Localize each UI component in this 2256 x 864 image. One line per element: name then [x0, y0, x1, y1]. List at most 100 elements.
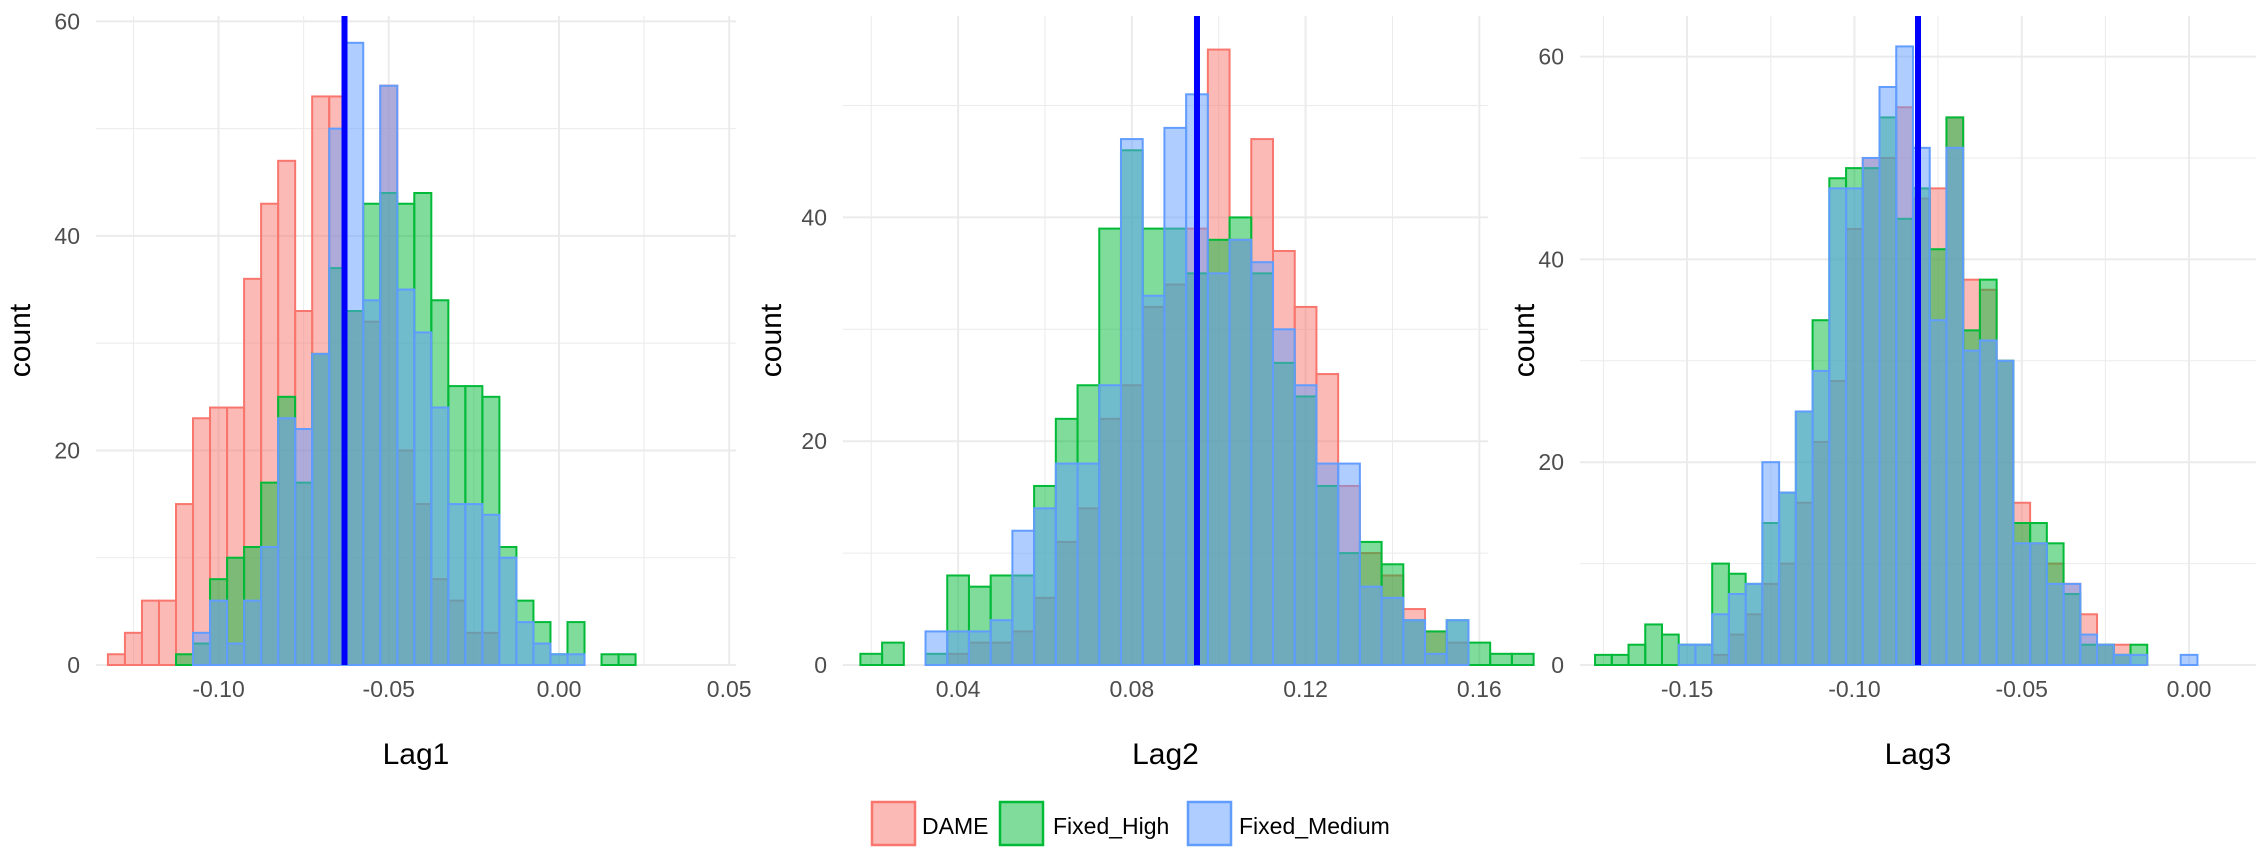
bar-Fixed_Medium-26	[549, 653, 569, 666]
bar-Fixed_Medium-14	[345, 41, 365, 667]
bar-Fixed_Medium-7	[1011, 529, 1036, 666]
bar-Fixed_Medium-24	[515, 621, 535, 666]
bar-Fixed_Medium-22	[1962, 349, 1981, 666]
bar-Fixed_Medium-5	[1677, 643, 1697, 666]
bar-Fixed_Medium-23	[1978, 339, 1998, 666]
bar-Fixed_Medium-26	[1424, 652, 1448, 667]
legend-item-Fixed_Medium: Fixed_Medium	[1186, 800, 1390, 847]
bar-Fixed_Medium-14	[1163, 126, 1188, 667]
legend-swatch	[1186, 800, 1233, 847]
bar-Fixed_Medium-8	[1033, 507, 1057, 666]
legend: DAME Fixed_High Fixed_Medium	[870, 800, 1390, 847]
bar-Fixed_Medium-25	[2012, 542, 2032, 666]
bar-Fixed_Medium-17	[1878, 85, 1898, 666]
bar-Fixed_Medium-10	[1076, 462, 1101, 666]
bar-DAME-1	[123, 631, 143, 666]
series-Fixed_Medium	[1677, 45, 2199, 666]
bar-Fixed_Medium-20	[447, 503, 467, 666]
legend-item-DAME: DAME	[870, 800, 988, 847]
bar-Fixed_Medium-16	[1206, 272, 1231, 666]
legend-label: Fixed_Medium	[1239, 813, 1390, 839]
bar-Fixed_Medium-7	[226, 642, 246, 667]
x-tick-label: 0.12	[1283, 676, 1328, 702]
bar-Fixed_Medium-23	[1358, 585, 1383, 667]
legend-swatch	[870, 800, 917, 847]
y-tick-label: 0	[67, 652, 80, 678]
x-tick-label: 0.04	[936, 676, 981, 702]
bar-Fixed_Medium-20	[1293, 384, 1318, 666]
bar-Fixed_Medium-8	[243, 599, 263, 666]
bar-Fixed_Medium-25	[1402, 619, 1427, 667]
x-tick-label: -0.05	[1996, 676, 2048, 702]
bar-Fixed_Medium-29	[2079, 633, 2099, 666]
bar-Fixed_Medium-27	[1445, 619, 1470, 667]
series-Fixed_Medium	[192, 41, 586, 667]
legend-swatch	[998, 800, 1045, 847]
bar-Fixed_Medium-13	[1811, 369, 1831, 666]
histogram-panel-1: -0.10 -0.05 0.00 0.05 0 20 40 60 Lag1 count	[4, 8, 752, 771]
bar-DAME-0	[106, 653, 126, 666]
bar-Fixed_Medium-12	[1794, 410, 1814, 666]
bar-Fixed_Medium-18	[1895, 45, 1914, 666]
bar-Fixed_Medium-18	[413, 331, 433, 666]
bar-Fixed_Medium-16	[379, 84, 399, 666]
bar-Fixed_Medium-17	[396, 288, 416, 666]
bar-Fixed_Medium-17	[1228, 238, 1253, 667]
bar-Fixed_High-4	[175, 653, 195, 666]
bar-DAME-2	[140, 599, 160, 666]
bar-Fixed_Medium-27	[566, 653, 586, 666]
bar-Fixed_Medium-6	[209, 599, 229, 666]
x-axis-title: Lag2	[1132, 738, 1199, 771]
bar-Fixed_Medium-4	[946, 630, 970, 666]
y-tick-label: 60	[1538, 44, 1564, 70]
bar-Fixed_Medium-23	[498, 556, 518, 667]
bar-DAME-4	[175, 503, 195, 666]
bar-Fixed_High-1	[1610, 653, 1630, 666]
bar-Fixed_High-3	[1644, 623, 1663, 666]
y-tick-label: 0	[814, 652, 827, 678]
bar-Fixed_Medium-11	[1098, 384, 1122, 666]
bar-Fixed_Medium-11	[1778, 491, 1797, 666]
bar-Fixed_Medium-19	[430, 406, 450, 666]
y-tick-label: 0	[1551, 652, 1564, 678]
bar-Fixed_High-0	[1594, 653, 1613, 666]
bar-Fixed_Medium-22	[481, 513, 501, 666]
x-tick-label: 0.05	[707, 676, 752, 702]
x-axis-title: Lag1	[383, 738, 450, 771]
y-tick-label: 20	[1538, 449, 1564, 475]
bar-Fixed_Medium-22	[1337, 462, 1361, 666]
bar-DAME-3	[157, 599, 178, 666]
histogram-panel-3: -0.15 -0.10 -0.05 0.00 0 20 40 60 Lag3 count	[1508, 16, 2256, 771]
bar-Fixed_Medium-16	[1861, 156, 1881, 666]
x-tick-label: 0.00	[537, 676, 582, 702]
bar-Fixed_Medium-21	[1945, 146, 1965, 666]
bar-Fixed_High-30	[1510, 652, 1535, 667]
y-tick-label: 40	[801, 204, 827, 230]
bar-Fixed_Medium-24	[1380, 596, 1405, 666]
bar-Fixed_Medium-5	[192, 631, 212, 666]
bar-Fixed_Medium-6	[1694, 643, 1714, 666]
bar-Fixed_Medium-18	[1250, 261, 1275, 666]
legend-label: Fixed_High	[1053, 813, 1169, 839]
bar-Fixed_Medium-12	[311, 352, 331, 666]
y-tick-label: 60	[54, 8, 80, 34]
y-tick-label: 20	[801, 428, 827, 454]
bar-Fixed_Medium-28	[2062, 582, 2082, 666]
bar-Fixed_Medium-25	[532, 642, 552, 667]
x-tick-label: -0.10	[192, 676, 244, 702]
bar-Fixed_Medium-15	[362, 299, 382, 666]
bar-Fixed_Medium-14	[1828, 187, 1848, 666]
x-axis-title: Lag3	[1885, 738, 1952, 771]
y-axis-title: count	[4, 303, 37, 377]
y-tick-label: 40	[1538, 246, 1564, 272]
bar-DAME-5	[192, 417, 212, 667]
x-tick-label: 0.00	[2167, 676, 2212, 702]
bar-Fixed_Medium-13	[1141, 294, 1166, 666]
bar-Fixed_High-29	[1489, 652, 1513, 667]
x-tick-label: 0.08	[1109, 676, 1154, 702]
x-tick-label: -0.15	[1661, 676, 1713, 702]
bar-Fixed_Medium-27	[2045, 582, 2065, 666]
y-axis-title: count	[1508, 303, 1541, 377]
bar-Fixed_Medium-20	[1928, 319, 1948, 666]
